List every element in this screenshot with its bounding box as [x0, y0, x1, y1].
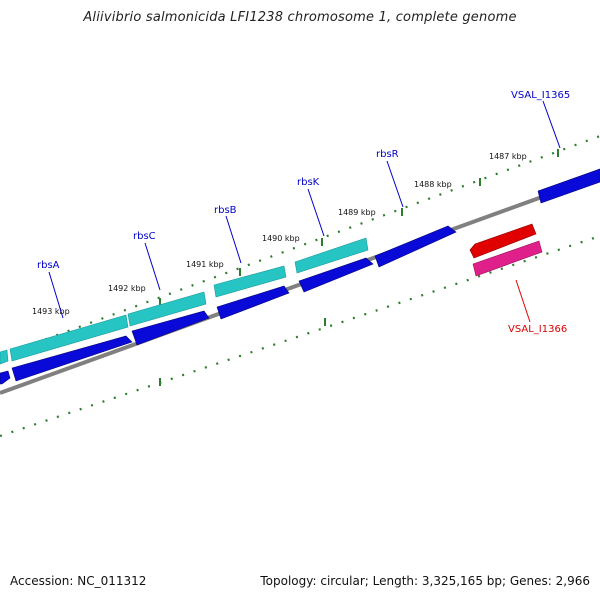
leader-line	[48, 271, 64, 319]
accession-text: Accession: NC_011312	[10, 574, 147, 588]
gene-label-rbsR: rbsR	[376, 149, 399, 160]
leader-line	[542, 100, 561, 149]
kbp-label-1492: 1492 kbp	[108, 284, 146, 293]
gene-label-rbsB: rbsB	[214, 205, 237, 216]
leader-line-red	[515, 279, 531, 323]
gene-arrow-blue	[374, 225, 457, 268]
kbp-label-1493: 1493 kbp	[32, 307, 70, 316]
gene-label-VSAL-I1366: VSAL_I1366	[508, 324, 567, 335]
kbp-label-1490: 1490 kbp	[262, 234, 300, 243]
gene-arrow-blue	[537, 168, 600, 204]
gene-arrow-blue	[0, 370, 11, 385]
gene-arrow-red	[469, 223, 537, 259]
kbp-label-1489: 1489 kbp	[338, 208, 376, 217]
gene-labels: rbsA rbsC rbsB rbsK rbsR VSAL_I1365 VSAL…	[37, 90, 570, 335]
kbp-label-1487: 1487 kbp	[489, 152, 527, 161]
gene-arrow-blue	[298, 257, 374, 293]
leader-line	[144, 242, 161, 291]
genome-backbone	[0, 174, 600, 395]
gene-block-cyan	[213, 265, 287, 298]
genome-stats-text: Topology: circular; Length: 3,325,165 bp…	[260, 574, 590, 588]
gene-block-pink	[472, 240, 543, 277]
cyan-genes	[0, 237, 369, 365]
gene-label-rbsC: rbsC	[133, 231, 156, 242]
outer-tick-track	[0, 134, 600, 358]
gene-arrow-blue	[216, 285, 290, 320]
gene-label-rbsA: rbsA	[37, 260, 60, 271]
leader-line	[307, 188, 325, 237]
gene-arrow-blue	[11, 335, 133, 382]
gene-arrow-blue	[131, 310, 210, 346]
kbp-labels: 1493 kbp 1492 kbp 1491 kbp 1490 kbp 1489…	[32, 152, 527, 316]
kbp-label-1488: 1488 kbp	[414, 180, 452, 189]
leader-line	[386, 160, 404, 208]
gene-label-rbsK: rbsK	[297, 177, 320, 188]
gene-block-cyan	[127, 291, 207, 327]
kbp-label-1491: 1491 kbp	[186, 260, 224, 269]
map-title: Aliivibrio salmonicida LFI1238 chromosom…	[83, 10, 517, 25]
blue-genes	[0, 168, 600, 385]
gene-block-cyan	[0, 349, 9, 365]
leader-line	[225, 215, 242, 264]
gene-label-VSAL-I1365: VSAL_I1365	[511, 90, 570, 101]
gene-block-cyan	[9, 314, 129, 362]
label-leaders	[48, 100, 561, 319]
gene-block-cyan	[294, 237, 369, 274]
